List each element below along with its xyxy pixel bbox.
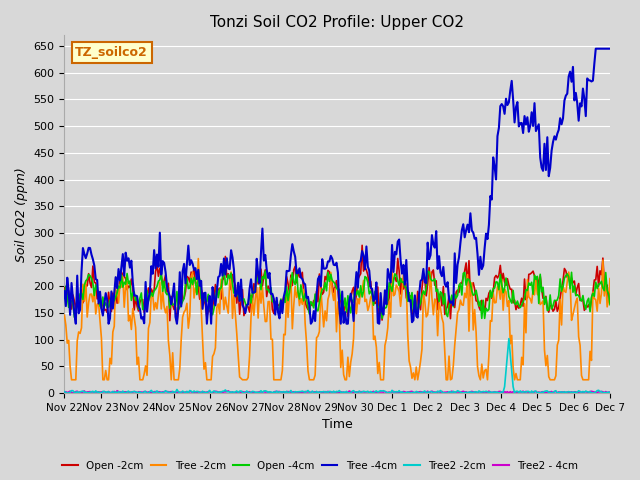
Tree2 -2cm xyxy=(534,390,541,396)
Tree2 - 4cm xyxy=(61,390,68,396)
Tree2 -2cm xyxy=(98,390,106,396)
Tree -4cm xyxy=(72,321,79,326)
Open -4cm xyxy=(342,309,350,315)
Tree -4cm xyxy=(98,306,106,312)
Open -2cm xyxy=(605,298,612,303)
Tree2 - 4cm xyxy=(81,388,88,394)
Open -2cm xyxy=(61,285,68,290)
Open -4cm xyxy=(61,296,68,301)
Tree2 -2cm xyxy=(81,389,88,395)
Tree -4cm xyxy=(81,251,88,257)
Open -2cm xyxy=(534,274,541,280)
Line: Open -4cm: Open -4cm xyxy=(65,266,610,318)
Y-axis label: Soil CO2 (ppm): Soil CO2 (ppm) xyxy=(15,167,28,262)
Open -4cm xyxy=(606,302,614,308)
Tree2 -2cm xyxy=(605,389,612,395)
Line: Tree2 -2cm: Tree2 -2cm xyxy=(65,339,610,393)
Tree -4cm xyxy=(342,321,350,326)
Tree -4cm xyxy=(606,46,614,51)
Tree2 -2cm xyxy=(61,389,68,395)
Tree2 - 4cm xyxy=(344,389,352,395)
Open -4cm xyxy=(79,297,87,302)
Open -2cm xyxy=(96,292,104,298)
Line: Open -2cm: Open -2cm xyxy=(65,245,610,323)
Tree2 -2cm xyxy=(65,390,72,396)
Open -2cm xyxy=(79,300,87,306)
Tree2 -2cm xyxy=(505,336,513,342)
Tree -4cm xyxy=(451,251,459,256)
Text: TZ_soilco2: TZ_soilco2 xyxy=(76,46,148,59)
Tree2 - 4cm xyxy=(452,389,460,395)
Tree -4cm xyxy=(532,128,540,134)
Open -4cm xyxy=(96,303,104,309)
Open -2cm xyxy=(342,304,350,310)
Tree -4cm xyxy=(592,46,600,51)
Tree -2cm xyxy=(452,326,460,332)
Title: Tonzi Soil CO2 Profile: Upper CO2: Tonzi Soil CO2 Profile: Upper CO2 xyxy=(210,15,464,30)
Tree2 - 4cm xyxy=(606,389,614,395)
Open -4cm xyxy=(452,295,460,301)
Tree2 - 4cm xyxy=(69,390,77,396)
Tree -2cm xyxy=(98,336,106,341)
Tree -2cm xyxy=(61,312,68,318)
Open -2cm xyxy=(606,289,614,295)
Open -2cm xyxy=(358,242,366,248)
Open -4cm xyxy=(534,274,541,279)
Legend: Open -2cm, Tree -2cm, Open -4cm, Tree -4cm, Tree2 -2cm, Tree2 - 4cm: Open -2cm, Tree -2cm, Open -4cm, Tree -4… xyxy=(58,456,582,475)
Tree2 -2cm xyxy=(342,388,350,394)
X-axis label: Time: Time xyxy=(322,419,353,432)
Tree -2cm xyxy=(68,377,76,383)
Tree -2cm xyxy=(534,291,541,297)
Open -4cm xyxy=(378,315,386,321)
Tree2 -2cm xyxy=(606,390,614,396)
Line: Tree -2cm: Tree -2cm xyxy=(65,259,610,380)
Tree -2cm xyxy=(344,354,352,360)
Line: Tree -4cm: Tree -4cm xyxy=(65,48,610,324)
Tree2 -2cm xyxy=(451,390,459,396)
Line: Tree2 - 4cm: Tree2 - 4cm xyxy=(65,391,610,393)
Tree2 - 4cm xyxy=(605,389,612,395)
Tree -4cm xyxy=(605,46,612,51)
Tree -2cm xyxy=(606,276,614,281)
Tree -2cm xyxy=(195,256,202,262)
Open -4cm xyxy=(605,291,612,297)
Open -4cm xyxy=(220,264,228,269)
Tree -4cm xyxy=(61,288,68,294)
Tree -2cm xyxy=(605,297,612,303)
Open -2cm xyxy=(452,289,460,295)
Tree2 - 4cm xyxy=(534,390,541,396)
Open -2cm xyxy=(173,320,180,326)
Tree -2cm xyxy=(81,298,88,304)
Tree2 - 4cm xyxy=(98,389,106,395)
Tree2 - 4cm xyxy=(113,388,121,394)
